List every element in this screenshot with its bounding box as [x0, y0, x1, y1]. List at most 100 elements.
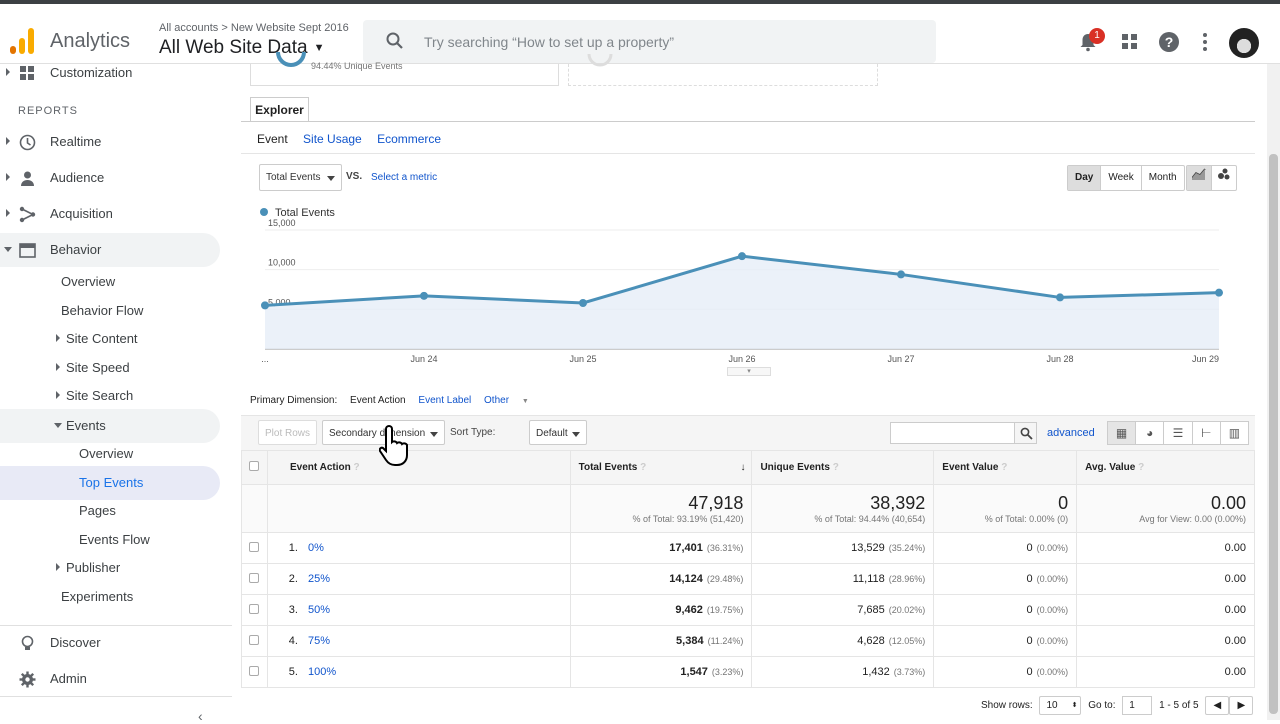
analytics-logo[interactable] — [10, 26, 36, 54]
sidebar-item-events[interactable]: Events — [0, 409, 220, 443]
sidebar-item-site-search[interactable]: Site Search — [0, 379, 220, 413]
goto-input[interactable]: 1 — [1122, 696, 1153, 715]
event-action-link[interactable]: 100% — [307, 666, 337, 678]
event-action-link[interactable]: 25% — [307, 573, 330, 585]
prev-page-icon[interactable]: ◀ — [1205, 696, 1230, 715]
chevron-right-icon — [56, 391, 60, 399]
comparison-view-icon[interactable]: ⊢ — [1193, 422, 1221, 444]
row-checkbox[interactable] — [249, 541, 260, 552]
sidebar-item-customization[interactable]: Customization — [0, 56, 220, 90]
sidebar-item-events-flow[interactable]: Events Flow — [79, 532, 150, 547]
sidebar-item-pages[interactable]: Pages — [79, 503, 116, 518]
sidebar-item-discover[interactable]: Discover — [0, 626, 220, 660]
event-action-link[interactable]: 50% — [307, 604, 330, 616]
data-point — [579, 298, 587, 307]
total-events-pct: (29.48%) — [706, 574, 744, 584]
table-view-icon[interactable]: ▦ — [1108, 422, 1137, 444]
sidebar-item-audience[interactable]: Audience — [0, 161, 220, 195]
sidebar-item-publisher[interactable]: Publisher — [0, 551, 220, 585]
subtab-site-usage[interactable]: Site Usage — [303, 132, 362, 146]
col-unique-events[interactable]: Unique Events ? — [751, 450, 935, 485]
avatar[interactable] — [1229, 28, 1259, 58]
next-page-icon[interactable]: ▶ — [1229, 696, 1254, 715]
table-row: 1. 0% 17,401 (36.31%) 13,529 (35.24%) 0 (0.00%)… — [241, 532, 1255, 564]
total-events-cell: 1,547 (3.23%) — [569, 656, 753, 688]
breadcrumb-property[interactable]: New Website Sept 2016 — [230, 22, 349, 34]
row-checkbox[interactable] — [249, 603, 260, 614]
col-event-value[interactable]: Event Value ? — [933, 450, 1078, 485]
scrollbar-thumb[interactable] — [1269, 154, 1278, 714]
plot-rows-button[interactable]: Plot Rows — [258, 420, 317, 445]
event-value-pct: (0.00%) — [1036, 543, 1069, 553]
view-selector[interactable]: All Web Site Data ▼ — [159, 37, 324, 59]
search-box[interactable]: Try searching “How to set up a property” — [363, 20, 936, 63]
sort-type-dropdown[interactable]: Default — [529, 420, 587, 445]
sidebar-item-site-speed[interactable]: Site Speed — [0, 351, 220, 385]
primary-dimension-bar: Primary Dimension: Event Action Event La… — [250, 395, 549, 406]
collapse-sidebar-icon[interactable]: ‹ — [198, 708, 203, 724]
avg-value-cell: 0.00 — [1076, 563, 1255, 595]
line-chart-icon[interactable] — [1187, 166, 1212, 190]
event-value-pct: (0.00%) — [1036, 636, 1069, 646]
dimension-other[interactable]: Other ▼ — [484, 395, 539, 406]
col-avg-value[interactable]: Avg. Value ? — [1076, 450, 1255, 485]
event-value-cell: 0 (0.00%) — [933, 625, 1078, 657]
y-tick-label: 5,000 — [268, 297, 291, 307]
sidebar-item-realtime[interactable]: Realtime — [0, 125, 220, 159]
page-scrollbar[interactable] — [1267, 64, 1280, 720]
tab-explorer[interactable]: Explorer — [250, 97, 309, 122]
event-action-cell: 4. 75% — [266, 625, 571, 657]
search-icon — [386, 32, 403, 49]
chart-resize-handle[interactable]: ▾ — [727, 367, 771, 376]
show-rows-select[interactable]: 10 ⬍ — [1039, 696, 1082, 715]
sidebar-item-behavior[interactable]: Behavior — [0, 233, 220, 267]
performance-view-icon[interactable]: ☰ — [1164, 422, 1193, 444]
sidebar-item-experiments[interactable]: Experiments — [61, 589, 134, 604]
row-checkbox[interactable] — [249, 572, 260, 583]
app-name[interactable]: Analytics — [50, 30, 131, 52]
advanced-link[interactable]: advanced — [1047, 427, 1095, 439]
table-search-button[interactable] — [1014, 422, 1037, 444]
row-checkbox[interactable] — [249, 634, 260, 645]
event-action-link[interactable]: 75% — [307, 635, 330, 647]
pivot-view-icon[interactable]: ▥ — [1228, 426, 1241, 440]
apps-grid-icon[interactable] — [1119, 31, 1141, 53]
secondary-dimension-dropdown[interactable]: Secondary dimension — [322, 420, 445, 445]
pie-view-icon[interactable]: ◕ — [1136, 422, 1165, 444]
dimension-event-label[interactable]: Event Label — [418, 395, 472, 406]
totals-total-events: 47,918% of Total: 93.19% (51,420) — [569, 484, 753, 533]
help-icon[interactable]: ? — [1158, 31, 1180, 53]
col-total-events[interactable]: Total Events ? ↓ — [569, 450, 753, 485]
event-action-link[interactable]: 0% — [307, 542, 324, 554]
sidebar-item-site-content[interactable]: Site Content — [0, 322, 220, 356]
subtab-event[interactable]: Event — [257, 132, 288, 146]
sidebar-item-overview[interactable]: Overview — [61, 274, 116, 289]
breadcrumb-all-accounts[interactable]: All accounts — [159, 22, 219, 34]
period-week-button[interactable]: Week — [1101, 166, 1142, 190]
x-tick-label: Jun 29 — [1192, 354, 1219, 364]
metric-dropdown[interactable]: Total Events — [259, 164, 342, 191]
period-month-button[interactable]: Month — [1148, 172, 1177, 183]
row-number: 1. — [288, 542, 298, 554]
col-event-value-label: Event Value — [942, 462, 999, 473]
dimension-other-label: Other — [484, 395, 510, 406]
period-day-button[interactable]: Day — [1068, 166, 1102, 190]
sort-desc-icon[interactable]: ↓ — [740, 462, 746, 473]
select-all-checkbox[interactable] — [249, 461, 260, 471]
row-checkbox[interactable] — [249, 665, 260, 676]
select-metric-link[interactable]: Select a metric — [371, 172, 438, 183]
table-search-input[interactable] — [890, 422, 1016, 444]
sidebar-item-top-events[interactable]: Top Events — [0, 466, 220, 500]
breadcrumb[interactable]: All accounts > New Website Sept 2016 — [159, 22, 349, 34]
more-vert-icon[interactable] — [1194, 31, 1216, 53]
sidebar-item-behavior-flow[interactable]: Behavior Flow — [61, 303, 144, 318]
event-value-value: 0 — [1026, 666, 1033, 678]
motion-chart-icon[interactable] — [1212, 166, 1236, 190]
table-toolbar: Plot Rows Secondary dimension Sort Type:… — [241, 415, 1255, 451]
sidebar-item-events-overview[interactable]: Overview — [79, 446, 134, 461]
subtab-ecommerce[interactable]: Ecommerce — [377, 132, 442, 146]
dimension-event-action[interactable]: Event Action — [350, 395, 406, 406]
help-icon: ? — [1138, 462, 1145, 473]
sidebar-item-admin[interactable]: Admin — [0, 662, 220, 696]
sidebar-item-acquisition[interactable]: Acquisition — [0, 197, 220, 231]
